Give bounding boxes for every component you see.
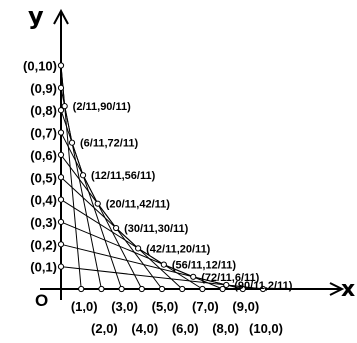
x-point-5 — [158, 285, 166, 293]
x-point-label-3: (3,0) — [111, 299, 138, 314]
x-axis-label: x — [341, 277, 355, 302]
x-point-4 — [138, 285, 145, 293]
y-point-label-5: (0,5) — [30, 170, 57, 185]
x-point-label-2: (2,0) — [91, 321, 118, 336]
intersection-point-1 — [61, 103, 68, 110]
x-point-1 — [78, 285, 85, 293]
y-point-6 — [57, 151, 65, 158]
intersection-point-2 — [68, 139, 76, 146]
y-point-2 — [57, 241, 65, 248]
x-point-label-5: (5,0) — [152, 299, 179, 314]
intersection-point-9 — [223, 281, 230, 289]
y-point-label-8: (0,8) — [30, 103, 57, 118]
y-point-1 — [57, 263, 65, 270]
y-point-label-6: (0,6) — [30, 148, 57, 163]
intersection-label-6: (42/11,20/11) — [146, 243, 211, 255]
segment-line-7 — [60, 199, 203, 290]
x-point-9 — [239, 285, 246, 293]
x-point-label-9: (9,0) — [232, 299, 259, 314]
x-point-label-1: (1,0) — [71, 299, 98, 314]
x-point-2 — [98, 285, 105, 293]
y-axis-label: y — [28, 2, 44, 30]
y-point-5 — [57, 174, 65, 181]
x-point-label-6: (6,0) — [172, 321, 199, 336]
y-point-8 — [57, 107, 65, 114]
x-point-label-8: (8,0) — [212, 321, 239, 336]
y-point-4 — [57, 196, 65, 203]
intersection-label-5: (30/11,30/11) — [124, 223, 189, 235]
intersection-point-7 — [160, 261, 167, 268]
intersection-point-8 — [190, 273, 197, 280]
x-axis-arrowhead — [329, 282, 345, 296]
intersection-label-1: (2/11,90/11) — [73, 101, 131, 113]
intersection-point-4 — [94, 200, 101, 207]
y-point-label-10: (0,10) — [23, 59, 57, 74]
intersection-label-8: (72/11,6/11) — [201, 272, 259, 284]
intersection-label-3: (12/11,56/11) — [91, 170, 156, 182]
y-point-3 — [57, 218, 65, 226]
segment-line-4 — [60, 132, 143, 290]
intersection-label-9: (90/11,2/11) — [234, 280, 292, 292]
y-point-7 — [57, 129, 65, 136]
x-point-3 — [118, 285, 125, 293]
intersection-label-4: (20/11,42/11) — [106, 199, 171, 211]
y-point-label-1: (0,1) — [30, 260, 57, 275]
x-point-7 — [199, 285, 206, 293]
origin-label: O — [35, 291, 48, 310]
intersection-point-5 — [112, 224, 120, 232]
intersection-point-6 — [135, 245, 142, 252]
x-point-6 — [179, 285, 186, 293]
x-point-8 — [219, 285, 226, 293]
y-axis-arrowhead — [53, 8, 69, 25]
y-point-9 — [57, 84, 65, 91]
x-point-label-7: (7,0) — [192, 299, 219, 314]
intersection-label-2: (6/11,72/11) — [80, 138, 138, 150]
intersection-point-3 — [79, 172, 87, 179]
y-point-label-2: (0,2) — [30, 237, 57, 252]
points-layer — [57, 62, 267, 293]
x-point-10 — [259, 285, 267, 293]
x-point-label-10: (10,0) — [249, 321, 283, 336]
y-point-10 — [57, 62, 65, 69]
y-point-label-4: (0,4) — [30, 193, 57, 208]
y-point-label-9: (0,9) — [30, 81, 57, 96]
y-point-label-7: (0,7) — [30, 126, 57, 141]
labels-layer: (0,1) (0,2) (0,3) (0,4) (0,5) (0,6) (0,7) (0,8)… — [23, 59, 293, 337]
y-point-label-3: (0,3) — [30, 215, 57, 230]
intersection-label-7: (56/11,12/11) — [172, 260, 237, 272]
x-point-label-4: (4,0) — [131, 321, 158, 336]
